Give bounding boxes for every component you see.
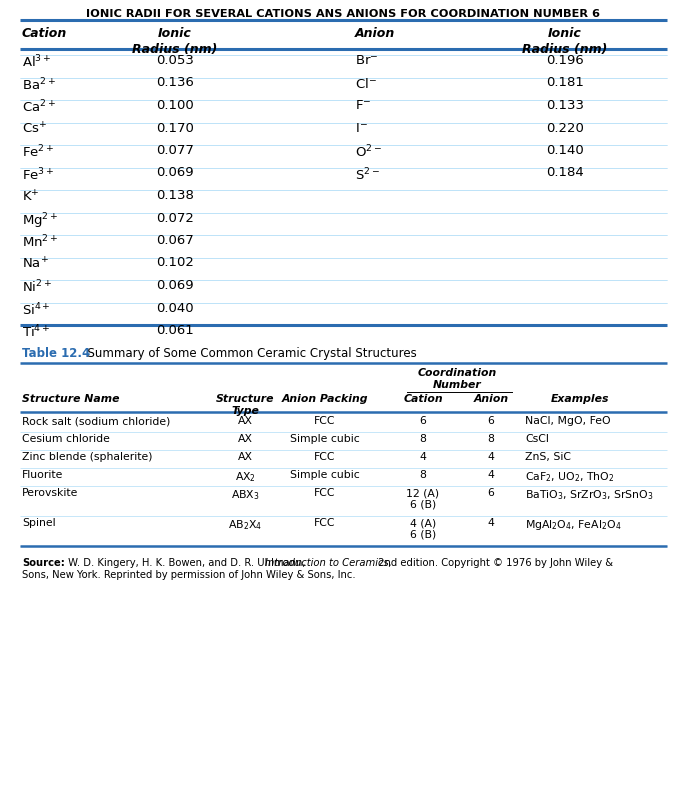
Text: AB$_2$X$_4$: AB$_2$X$_4$ bbox=[228, 518, 262, 532]
Text: NaCl, MgO, FeO: NaCl, MgO, FeO bbox=[525, 416, 611, 426]
Text: AX: AX bbox=[238, 452, 253, 462]
Text: Ionic
Radius (nm): Ionic Radius (nm) bbox=[133, 27, 218, 56]
Text: 0.077: 0.077 bbox=[156, 144, 194, 157]
Text: W. D. Kingery, H. K. Bowen, and D. R. Uhlmann,: W. D. Kingery, H. K. Bowen, and D. R. Uh… bbox=[65, 558, 308, 568]
Text: AX$_2$: AX$_2$ bbox=[234, 470, 256, 484]
Text: Br$^{-}$: Br$^{-}$ bbox=[355, 54, 379, 67]
Text: Cs$^{+}$: Cs$^{+}$ bbox=[22, 121, 47, 137]
Text: 0.138: 0.138 bbox=[156, 189, 194, 202]
Text: 0.061: 0.061 bbox=[156, 324, 194, 337]
Text: FCC: FCC bbox=[314, 416, 336, 426]
Text: Al$^{3+}$: Al$^{3+}$ bbox=[22, 54, 52, 71]
Text: CaF$_2$, UO$_2$, ThO$_2$: CaF$_2$, UO$_2$, ThO$_2$ bbox=[525, 470, 615, 484]
Text: Mn$^{2+}$: Mn$^{2+}$ bbox=[22, 234, 58, 250]
Text: Anion Packing: Anion Packing bbox=[282, 394, 368, 404]
Text: Source:: Source: bbox=[22, 558, 65, 568]
Text: O$^{2-}$: O$^{2-}$ bbox=[355, 144, 382, 161]
Text: 0.069: 0.069 bbox=[156, 279, 194, 292]
Text: 0.102: 0.102 bbox=[156, 257, 194, 269]
Text: Na$^{+}$: Na$^{+}$ bbox=[22, 257, 49, 272]
Text: Ionic
Radius (nm): Ionic Radius (nm) bbox=[522, 27, 608, 56]
Text: 4: 4 bbox=[488, 518, 495, 528]
Text: 4: 4 bbox=[488, 470, 495, 480]
Text: Sons, New York. Reprinted by permission of John Wiley & Sons, Inc.: Sons, New York. Reprinted by permission … bbox=[22, 570, 356, 580]
Text: 0.220: 0.220 bbox=[546, 121, 584, 135]
Text: 0.067: 0.067 bbox=[156, 234, 194, 247]
Text: Fluorite: Fluorite bbox=[22, 470, 63, 480]
Text: 0.133: 0.133 bbox=[546, 99, 584, 112]
Text: FCC: FCC bbox=[314, 518, 336, 528]
Text: 4 (A)
6 (B): 4 (A) 6 (B) bbox=[410, 518, 436, 540]
Text: Rock salt (sodium chloride): Rock salt (sodium chloride) bbox=[22, 416, 170, 426]
Text: 0.100: 0.100 bbox=[156, 99, 194, 112]
Text: Simple cubic: Simple cubic bbox=[290, 470, 360, 480]
Text: Anion: Anion bbox=[355, 27, 395, 40]
Text: 8: 8 bbox=[420, 470, 427, 480]
Text: FCC: FCC bbox=[314, 488, 336, 498]
Text: 0.140: 0.140 bbox=[546, 144, 584, 157]
Text: 0.136: 0.136 bbox=[156, 76, 194, 90]
Text: 0.040: 0.040 bbox=[156, 301, 194, 315]
Text: ZnS, SiC: ZnS, SiC bbox=[525, 452, 571, 462]
Text: 0.053: 0.053 bbox=[156, 54, 194, 67]
Text: 0.072: 0.072 bbox=[156, 212, 194, 224]
Text: 0.184: 0.184 bbox=[546, 167, 584, 179]
Text: Si$^{4+}$: Si$^{4+}$ bbox=[22, 301, 51, 318]
Text: Zinc blende (sphalerite): Zinc blende (sphalerite) bbox=[22, 452, 153, 462]
Text: Cation: Cation bbox=[22, 27, 67, 40]
Text: Coordination
Number: Coordination Number bbox=[418, 368, 497, 390]
Text: 8: 8 bbox=[488, 434, 495, 444]
Text: 0.196: 0.196 bbox=[546, 54, 584, 67]
Text: Cl$^{-}$: Cl$^{-}$ bbox=[355, 76, 377, 91]
Text: Simple cubic: Simple cubic bbox=[290, 434, 360, 444]
Text: ABX$_3$: ABX$_3$ bbox=[231, 488, 260, 502]
Text: Table 12.4: Table 12.4 bbox=[22, 347, 90, 360]
Text: BaTiO$_3$, SrZrO$_3$, SrSnO$_3$: BaTiO$_3$, SrZrO$_3$, SrSnO$_3$ bbox=[525, 488, 653, 502]
Text: 12 (A)
6 (B): 12 (A) 6 (B) bbox=[407, 488, 440, 510]
Text: CsCl: CsCl bbox=[525, 434, 549, 444]
Text: 2nd edition. Copyright © 1976 by John Wiley &: 2nd edition. Copyright © 1976 by John Wi… bbox=[375, 558, 613, 568]
Text: 6: 6 bbox=[488, 416, 495, 426]
Text: 4: 4 bbox=[488, 452, 495, 462]
Text: 8: 8 bbox=[420, 434, 427, 444]
Text: S$^{2-}$: S$^{2-}$ bbox=[355, 167, 380, 183]
Text: I$^{-}$: I$^{-}$ bbox=[355, 121, 368, 135]
Text: FCC: FCC bbox=[314, 452, 336, 462]
Text: AX: AX bbox=[238, 416, 253, 426]
Text: 4: 4 bbox=[420, 452, 427, 462]
Text: Cesium chloride: Cesium chloride bbox=[22, 434, 110, 444]
Text: Ba$^{2+}$: Ba$^{2+}$ bbox=[22, 76, 56, 93]
Text: Perovskite: Perovskite bbox=[22, 488, 78, 498]
Text: 6: 6 bbox=[488, 488, 495, 498]
Text: MgAl$_2$O$_4$, FeAl$_2$O$_4$: MgAl$_2$O$_4$, FeAl$_2$O$_4$ bbox=[525, 518, 622, 532]
Text: Mg$^{2+}$: Mg$^{2+}$ bbox=[22, 212, 58, 231]
Text: 0.069: 0.069 bbox=[156, 167, 194, 179]
Text: Spinel: Spinel bbox=[22, 518, 56, 528]
Text: Ti$^{4+}$: Ti$^{4+}$ bbox=[22, 324, 50, 341]
Text: Ca$^{2+}$: Ca$^{2+}$ bbox=[22, 99, 56, 116]
Text: 0.170: 0.170 bbox=[156, 121, 194, 135]
Text: Anion: Anion bbox=[473, 394, 508, 404]
Text: Examples: Examples bbox=[551, 394, 609, 404]
Text: Structure Name: Structure Name bbox=[22, 394, 120, 404]
Text: Introduction to Ceramics,: Introduction to Ceramics, bbox=[265, 558, 392, 568]
Text: K$^{+}$: K$^{+}$ bbox=[22, 189, 40, 205]
Text: Fe$^{2+}$: Fe$^{2+}$ bbox=[22, 144, 54, 161]
Text: AX: AX bbox=[238, 434, 253, 444]
Text: F$^{-}$: F$^{-}$ bbox=[355, 99, 372, 112]
Text: 6: 6 bbox=[420, 416, 427, 426]
Text: Summary of Some Common Ceramic Crystal Structures: Summary of Some Common Ceramic Crystal S… bbox=[80, 347, 417, 360]
Text: Structure
Type: Structure Type bbox=[216, 394, 274, 416]
Text: 0.181: 0.181 bbox=[546, 76, 584, 90]
Text: IONIC RADII FOR SEVERAL CATIONS ANS ANIONS FOR COORDINATION NUMBER 6: IONIC RADII FOR SEVERAL CATIONS ANS ANIO… bbox=[86, 9, 600, 19]
Text: Fe$^{3+}$: Fe$^{3+}$ bbox=[22, 167, 54, 183]
Text: Ni$^{2+}$: Ni$^{2+}$ bbox=[22, 279, 52, 296]
Text: Cation: Cation bbox=[403, 394, 443, 404]
